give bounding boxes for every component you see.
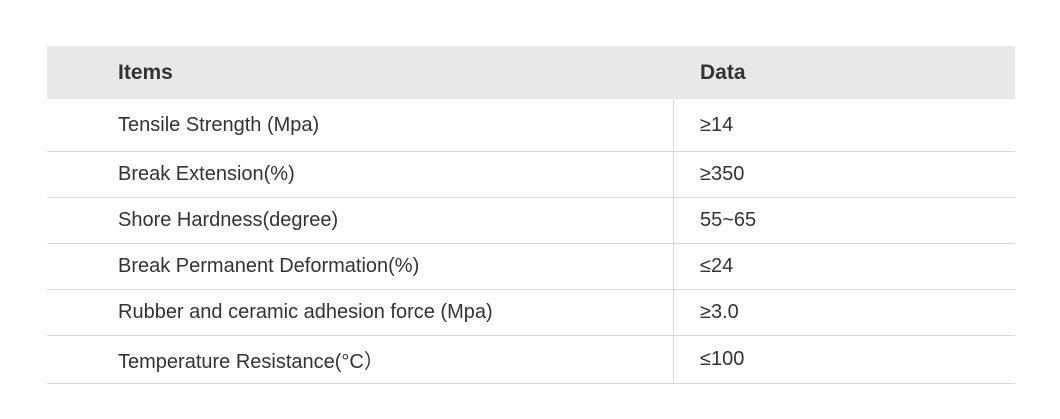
item-cell: Tensile Strength (Mpa) bbox=[47, 99, 674, 151]
item-cell: Break Permanent Deformation(%) bbox=[47, 244, 674, 289]
table-row: Rubber and ceramic adhesion force (Mpa) … bbox=[47, 290, 1015, 336]
table-row: Shore Hardness(degree) 55~65 bbox=[47, 198, 1015, 244]
item-cell: Shore Hardness(degree) bbox=[47, 198, 674, 243]
item-cell: Break Extension(%) bbox=[47, 152, 674, 197]
header-items: Items bbox=[118, 60, 173, 84]
data-cell: ≤100 bbox=[700, 348, 745, 370]
data-cell: ≥3.0 bbox=[700, 301, 739, 323]
table-header: Items Data bbox=[47, 46, 1015, 99]
table-row: Break Permanent Deformation(%) ≤24 bbox=[47, 244, 1015, 290]
table-row: Tensile Strength (Mpa) ≥14 bbox=[47, 99, 1015, 152]
header-data: Data bbox=[700, 60, 746, 84]
table-row: Temperature Resistance(°C） ≤100 bbox=[47, 336, 1015, 384]
item-cell: Rubber and ceramic adhesion force (Mpa) bbox=[47, 290, 674, 335]
table-row: Break Extension(%) ≥350 bbox=[47, 152, 1015, 198]
data-cell: ≤24 bbox=[700, 255, 734, 277]
data-cell: 55~65 bbox=[700, 209, 757, 231]
properties-table: Items Data Tensile Strength (Mpa) ≥14 Br… bbox=[47, 46, 1015, 384]
item-cell: Temperature Resistance(°C） bbox=[47, 336, 674, 383]
data-cell: ≥350 bbox=[700, 163, 745, 185]
data-cell: ≥14 bbox=[700, 113, 734, 136]
